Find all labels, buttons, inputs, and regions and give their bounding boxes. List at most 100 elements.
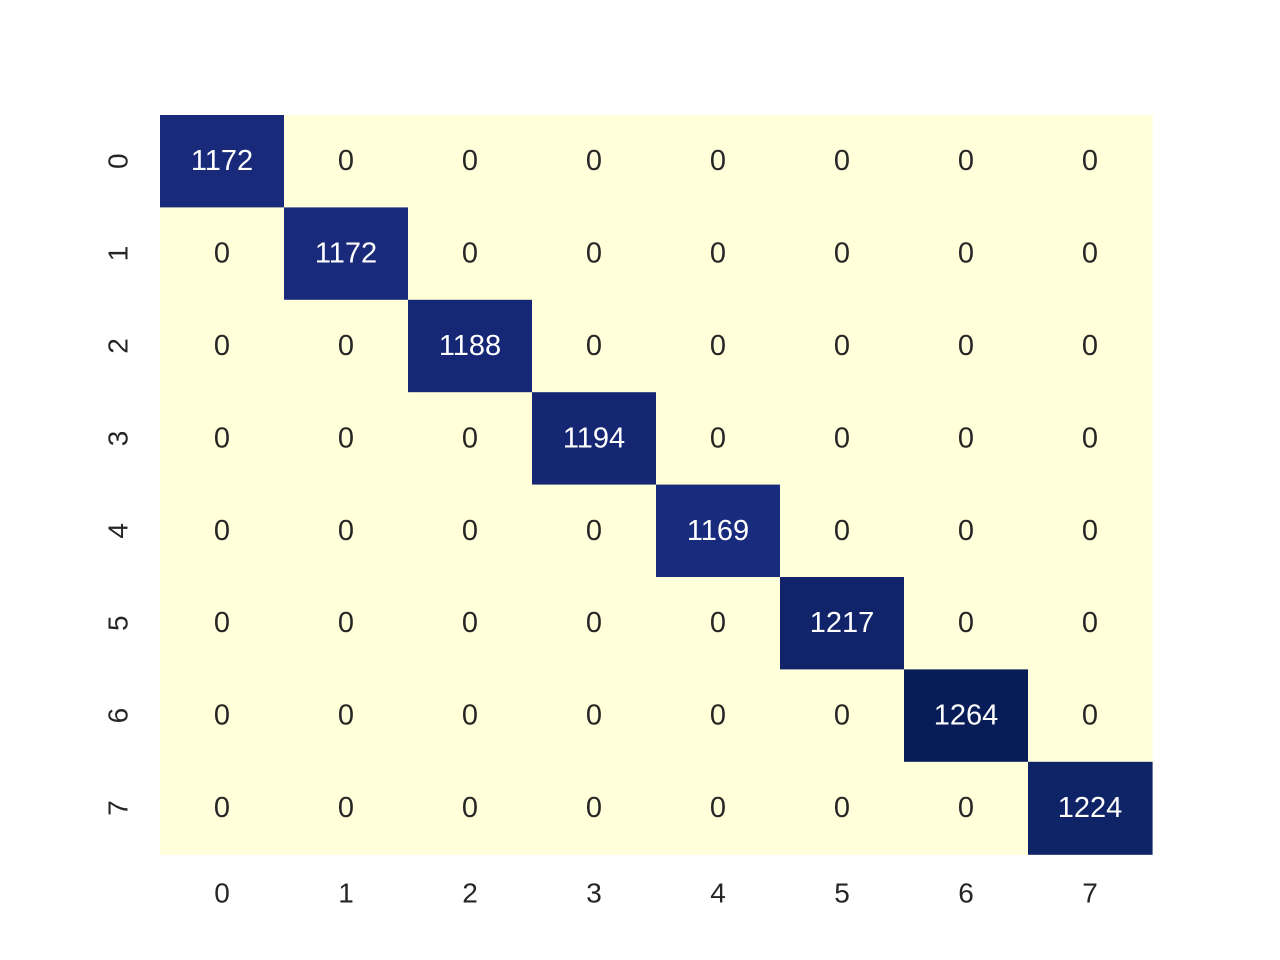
cell-value-label-r2-c7: 0 [1082,330,1098,362]
cell-value-label-r1-c2: 0 [462,238,478,270]
cell-value-label-r4-c1: 0 [338,515,354,547]
cell-value-label-r6-c3: 0 [586,700,602,732]
heatmap-cell-r3-c3 [532,392,657,486]
cell-value-label-r2-c0: 0 [214,330,230,362]
heatmap-cell-r0-c0 [160,115,285,208]
cell-value-label-r7-c5: 0 [834,792,850,824]
cell-value-label-r2-c5: 0 [834,330,850,362]
cell-value-label-r5-c4: 0 [710,607,726,639]
heatmap-cell-r1-c7 [1028,207,1153,301]
cell-value-label-r7-c1: 0 [338,792,354,824]
cell-value-label-r3-c3: 1194 [563,422,625,454]
heatmap-cell-r3-c6 [904,392,1029,486]
cell-value-label-r5-c5: 1217 [810,607,875,639]
x-tick-label-3: 3 [586,878,602,909]
heatmap-cell-r5-c0 [160,577,285,670]
cell-value-label-r5-c6: 0 [958,607,974,639]
heatmap-cell-r1-c4 [656,207,781,301]
cell-value-label-r1-c7: 0 [1082,238,1098,270]
cell-value-label-r1-c3: 0 [586,238,602,270]
heatmap-cell-r7-c3 [532,761,657,855]
heatmap-cell-r4-c4 [656,484,781,578]
cell-value-label-r3-c6: 0 [958,422,974,454]
y-tick-label-6: 6 [103,708,134,724]
cell-value-label-r6-c4: 0 [710,700,726,732]
heatmap-cell-r4-c6 [904,484,1029,578]
cell-value-label-r3-c7: 0 [1082,422,1098,454]
heatmap-cell-r1-c2 [408,207,533,301]
cell-value-label-r2-c1: 0 [338,330,354,362]
heatmap-cell-r4-c1 [284,484,409,578]
heatmap-cell-r4-c7 [1028,484,1153,578]
heatmap-cell-r7-c4 [656,761,781,855]
cell-value-label-r6-c5: 0 [834,700,850,732]
heatmap-cell-r7-c2 [408,761,533,855]
cell-value-label-r2-c6: 0 [958,330,974,362]
heatmap-cell-r2-c2 [408,299,533,393]
x-tick-label-7: 7 [1082,878,1098,909]
heatmap-cell-r0-c5 [780,115,905,208]
cell-value-label-r1-c1: 1172 [315,238,377,270]
heatmap-cell-r6-c5 [780,669,905,763]
heatmap-cell-r0-c6 [904,115,1029,208]
y-tick-label-1: 1 [103,246,134,262]
y-tick-label-3: 3 [103,431,134,447]
heatmap-cell-r7-c7 [1028,761,1153,855]
cell-value-label-r6-c1: 0 [338,700,354,732]
cell-value-label-r1-c6: 0 [958,238,974,270]
heatmap-cell-r4-c2 [408,484,533,578]
heatmap-cell-r1-c5 [780,207,905,301]
cell-value-label-r7-c0: 0 [214,792,230,824]
cell-value-label-r1-c4: 0 [710,238,726,270]
heatmap-cell-r7-c1 [284,761,409,855]
heatmap-cell-r1-c1 [284,207,409,301]
heatmap-cell-r3-c0 [160,392,285,486]
heatmap-cell-r2-c1 [284,299,409,393]
heatmap-cell-r6-c1 [284,669,409,763]
cell-value-label-r7-c6: 0 [958,792,974,824]
heatmap-cell-r7-c0 [160,761,285,855]
heatmap-cell-r0-c7 [1028,115,1153,208]
y-tick-label-5: 5 [103,615,134,631]
cell-value-label-r5-c3: 0 [586,607,602,639]
x-tick-label-5: 5 [834,878,850,909]
heatmap-cell-r2-c4 [656,299,781,393]
cell-value-label-r2-c3: 0 [586,330,602,362]
cell-value-label-r7-c2: 0 [462,792,478,824]
cell-value-label-r7-c7: 1224 [1058,792,1123,824]
heatmap-cell-r0-c1 [284,115,409,208]
heatmap-cell-r1-c3 [532,207,657,301]
cell-value-label-r0-c0: 1172 [191,145,253,177]
heatmap-cell-r3-c7 [1028,392,1153,486]
cell-value-label-r6-c6: 1264 [934,700,999,732]
cell-value-label-r3-c0: 0 [214,422,230,454]
heatmap-cell-r2-c5 [780,299,905,393]
heatmap-cell-r5-c1 [284,577,409,670]
x-tick-label-2: 2 [462,878,478,909]
heatmap-cell-r0-c3 [532,115,657,208]
x-axis-tick-labels: 0 1 2 3 4 5 6 7 [214,878,1098,909]
heatmap-cell-r6-c0 [160,669,285,763]
heatmap-cell-r6-c2 [408,669,533,763]
cell-value-label-r3-c2: 0 [462,422,478,454]
cell-value-label-r0-c4: 0 [710,145,726,177]
heatmap-cell-r5-c7 [1028,577,1153,670]
y-tick-label-0: 0 [103,153,134,169]
y-tick-label-2: 2 [103,338,134,354]
heatmap-cell-r2-c3 [532,299,657,393]
cell-value-label-r0-c2: 0 [462,145,478,177]
cell-value-label-r7-c3: 0 [586,792,602,824]
x-tick-label-0: 0 [214,878,230,909]
cell-value-label-r4-c2: 0 [462,515,478,547]
cell-value-label-r6-c2: 0 [462,700,478,732]
heatmap-cell-r4-c0 [160,484,285,578]
heatmap-cell-r2-c6 [904,299,1029,393]
y-tick-label-4: 4 [103,523,134,539]
heatmap-cell-r0-c4 [656,115,781,208]
cell-value-label-r3-c5: 0 [834,422,850,454]
cell-value-label-r3-c4: 0 [710,422,726,454]
heatmap-cell-r3-c1 [284,392,409,486]
cell-value-label-r1-c0: 0 [214,238,230,270]
cell-value-label-r5-c1: 0 [338,607,354,639]
